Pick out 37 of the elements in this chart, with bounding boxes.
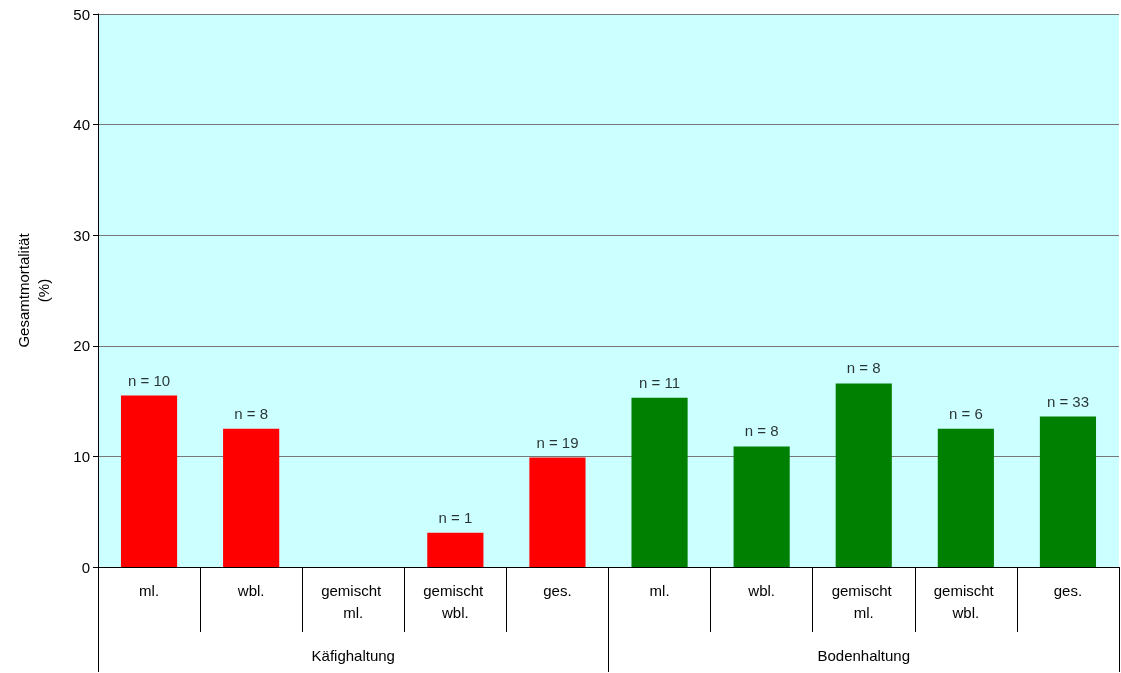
bar (120, 395, 178, 567)
bar (223, 428, 280, 567)
bar (427, 532, 484, 567)
annotation: n = 11 (639, 373, 681, 391)
bar (631, 397, 688, 567)
y-tick-label: 30 (73, 226, 90, 244)
annotation: n = 6 (948, 404, 983, 422)
y-tick-label: 20 (73, 337, 90, 355)
y-tick-label: 10 (73, 447, 90, 465)
y-tick-label: 40 (73, 116, 90, 134)
bar (733, 446, 790, 567)
bar (835, 383, 892, 567)
x-tick-label: ml. (649, 581, 670, 599)
annotation: n = 10 (127, 371, 171, 389)
bar (1039, 416, 1097, 567)
x-tick-label: ges. (543, 581, 572, 599)
annotation: n = 8 (846, 359, 881, 377)
x-tick-label: gemischt wbl. (423, 581, 488, 621)
annotation: n = 33 (1046, 392, 1090, 410)
text: Bodenhaltung (817, 647, 911, 664)
text: Käfighaltung (311, 647, 395, 664)
y-axis-title: Gesamtmortalität (%) (14, 232, 52, 348)
annotation: n = 8 (234, 404, 269, 422)
x-tick-label: gemischt ml. (831, 581, 896, 621)
x-tick-label: wbl. (747, 581, 775, 599)
x-tick-label: ml. (139, 581, 160, 599)
annotation: n = 8 (744, 422, 779, 440)
x-tick-label: wbl. (236, 581, 265, 599)
annotation: n = 1 (438, 508, 473, 526)
annotation: n = 19 (536, 433, 579, 451)
y-tick-label: 50 (73, 5, 90, 23)
x-tick-label: ges. (1053, 581, 1083, 599)
x-tick-label: gemischt wbl. (933, 581, 998, 621)
y-tick-label: 0 (81, 558, 90, 576)
x-tick-label: gemischt ml. (321, 581, 386, 621)
bar (937, 428, 994, 567)
bar (529, 457, 586, 567)
